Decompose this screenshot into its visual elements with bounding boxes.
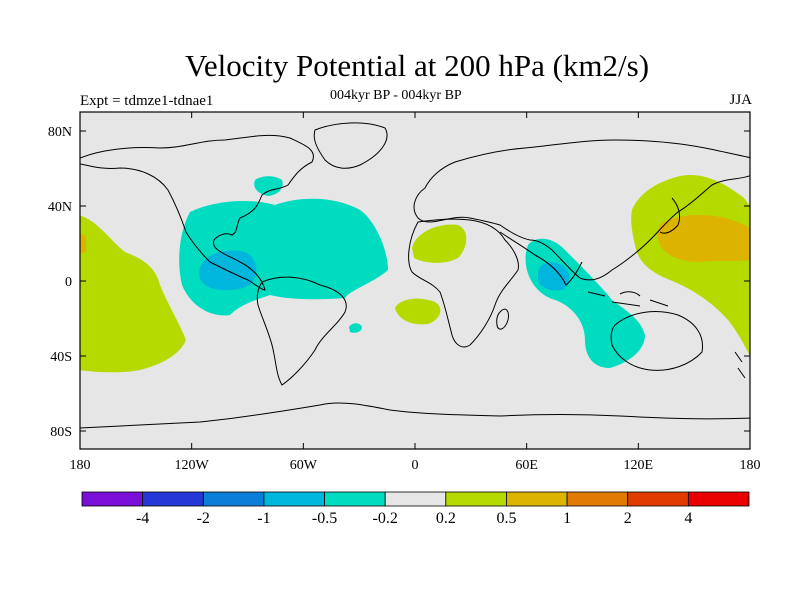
lat-tick-label: 80N: [48, 125, 72, 140]
chart-title: Velocity Potential at 200 hPa (km2/s): [184, 48, 650, 83]
colorbar-swatch: [202, 491, 265, 507]
colorbar-swatch: [81, 491, 144, 507]
south-asia-outline: [499, 231, 583, 286]
colorbar: -4 -2 -1 -0.5 -0.2 0.2 0.5 1 2 4: [81, 491, 750, 527]
lon-tick-label: 120E: [624, 458, 654, 473]
lat-tick-label: 40S: [50, 350, 72, 365]
subtitle-left: Expt = tdmze1-tdnae1: [80, 93, 214, 109]
lon-tick-label: 180: [70, 458, 91, 473]
eurasia-outline: [413, 139, 750, 281]
lon-tick-label: 60E: [515, 458, 538, 473]
colorbar-label: -0.2: [373, 510, 398, 527]
greenland-outline: [313, 122, 388, 169]
south-america-outline: [256, 276, 347, 386]
lat-tick-label: 40N: [48, 200, 72, 215]
region-indian-core: [538, 262, 570, 291]
subtitle-center: 004kyr BP - 004kyr BP: [330, 88, 462, 103]
map-background: [80, 112, 750, 449]
colorbar-swatch: [263, 491, 325, 507]
madagascar-outline: [496, 308, 509, 330]
antarctica-outline: [80, 402, 750, 429]
region-west-pacific-core: [657, 214, 750, 262]
latitude-axis: 80N 40N 0 40S 80S: [48, 125, 750, 440]
colorbar-swatch: [566, 491, 629, 507]
colorbar-label: 1: [563, 510, 571, 527]
colorbar-label: 4: [684, 510, 692, 527]
longitude-axis: 180 120W 60W 0 60E 120E 180: [70, 112, 761, 473]
region-south-atlantic-positive: [395, 298, 441, 325]
colorbar-swatch: [687, 491, 750, 507]
lat-tick-label: 0: [65, 275, 72, 290]
colorbar-swatch: [506, 491, 568, 507]
africa-outline: [408, 218, 519, 348]
coastlines: [80, 122, 750, 429]
colorbar-swatch: [324, 491, 386, 507]
colorbar-swatch: [627, 491, 689, 507]
region-central-pacific-core: [80, 233, 86, 254]
japan-outline: [659, 197, 681, 234]
lat-tick-label: 80S: [50, 425, 72, 440]
indonesia-outline: [587, 291, 669, 307]
subtitle-right: JJA: [729, 92, 752, 108]
colorbar-swatch: [384, 491, 447, 507]
shaded-field: [80, 175, 750, 373]
north-america-outline: [80, 134, 314, 291]
region-south-atlantic-small: [349, 323, 362, 333]
australia-outline: [610, 311, 704, 371]
lon-tick-label: 0: [412, 458, 419, 473]
region-central-pacific-positive: [80, 215, 186, 373]
lon-tick-label: 120W: [175, 458, 210, 473]
colorbar-label: -4: [136, 510, 149, 527]
new-zealand-outline: [734, 351, 746, 379]
colorbar-swatch: [142, 491, 204, 507]
region-north-africa-positive: [412, 224, 467, 263]
colorbar-label: 0.5: [496, 510, 516, 527]
colorbar-label: -0.5: [312, 510, 337, 527]
colorbar-label: 2: [624, 510, 632, 527]
lon-tick-label: 180: [740, 458, 761, 473]
colorbar-label: 0.2: [436, 510, 456, 527]
region-hudson-negative: [254, 176, 283, 196]
lon-tick-label: 60W: [290, 458, 318, 473]
colorbar-swatch: [445, 491, 507, 507]
colorbar-label: -2: [197, 510, 210, 527]
colorbar-label: -1: [257, 510, 270, 527]
